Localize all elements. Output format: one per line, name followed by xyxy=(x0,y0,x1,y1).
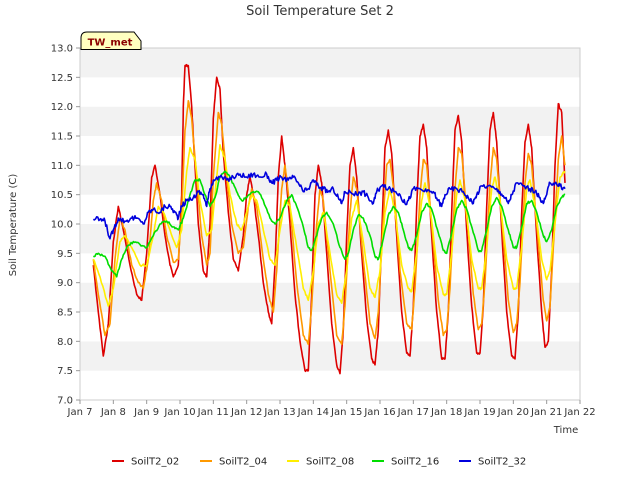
legend-label: SoilT2_04 xyxy=(219,457,267,468)
y-tick-label: 12.5 xyxy=(51,73,73,84)
x-axis: Jan 7 Jan 8 Jan 9 Jan 10 Jan 11 Jan 12 Jan 13 J… xyxy=(67,400,596,418)
grid-band xyxy=(80,136,580,166)
x-tick-label: Jan 11 xyxy=(197,407,229,418)
x-tick-label: Jan 21 xyxy=(530,407,562,418)
x-tick-label: Jan 8 xyxy=(100,407,126,418)
y-tick-label: 11.5 xyxy=(51,132,73,143)
legend-label: SoilT2_08 xyxy=(306,457,354,468)
y-axis-label: Soil Temperature (C) xyxy=(8,174,19,277)
x-tick-label: Jan 12 xyxy=(230,407,262,418)
y-tick-label: 8.5 xyxy=(57,308,73,319)
y-tick-label: 13.0 xyxy=(51,44,73,55)
tw-met-badge: TW_met xyxy=(80,31,142,50)
grid-band xyxy=(80,48,580,78)
y-tick-label: 7.0 xyxy=(57,396,73,407)
y-tick-label: 8.0 xyxy=(57,337,73,348)
x-tick-label: Jan 20 xyxy=(497,407,529,418)
x-tick-label: Jan 15 xyxy=(330,407,362,418)
legend-label: SoilT2_02 xyxy=(131,457,179,468)
y-tick-label: 10.0 xyxy=(51,220,73,231)
badge-label: TW_met xyxy=(88,38,133,49)
series-line-soilt2-08 xyxy=(92,144,566,307)
x-tick-label: Jan 9 xyxy=(133,407,159,418)
x-tick-label: Jan 17 xyxy=(397,407,429,418)
grid-band xyxy=(80,312,580,342)
x-axis-label: Time xyxy=(553,425,578,436)
series-lines xyxy=(92,63,566,375)
grid-band xyxy=(80,341,580,371)
y-axis: 7.0 7.5 8.0 8.5 9.0 9.5 10.0 10.5 11.0 11.5 12.0 12… xyxy=(51,44,80,407)
legend: SoilT2_02 SoilT2_04 SoilT2_08 SoilT2_16 Soil… xyxy=(112,457,526,468)
x-tick-label: Jan 7 xyxy=(67,407,93,418)
x-tick-label: Jan 13 xyxy=(263,407,295,418)
grid-band xyxy=(80,106,580,136)
x-tick-label: Jan 10 xyxy=(163,407,195,418)
x-tick-label: Jan 18 xyxy=(430,407,462,418)
series-line-soilt2-02 xyxy=(92,63,566,375)
grid-band xyxy=(80,370,580,400)
legend-label: SoilT2_32 xyxy=(478,457,526,468)
series-line-soilt2-16 xyxy=(93,170,566,278)
y-tick-label: 10.5 xyxy=(51,190,73,201)
y-tick-label: 12.0 xyxy=(51,102,73,113)
badge-box xyxy=(80,31,142,50)
y-tick-label: 11.0 xyxy=(51,161,73,172)
chart-title: Soil Temperature Set 2 xyxy=(246,4,394,19)
x-tick-label: Jan 19 xyxy=(463,407,495,418)
x-tick-label: Jan 16 xyxy=(363,407,395,418)
y-tick-label: 9.0 xyxy=(57,278,73,289)
series-line-soilt2-32 xyxy=(92,171,566,240)
grid-band xyxy=(80,77,580,107)
legend-label: SoilT2_16 xyxy=(391,457,439,468)
x-tick-label: Jan 22 xyxy=(563,407,595,418)
y-tick-label: 9.5 xyxy=(57,249,73,260)
series-line-soilt2-04 xyxy=(92,100,566,346)
y-tick-label: 7.5 xyxy=(57,366,73,377)
x-tick-label: Jan 14 xyxy=(297,407,329,418)
